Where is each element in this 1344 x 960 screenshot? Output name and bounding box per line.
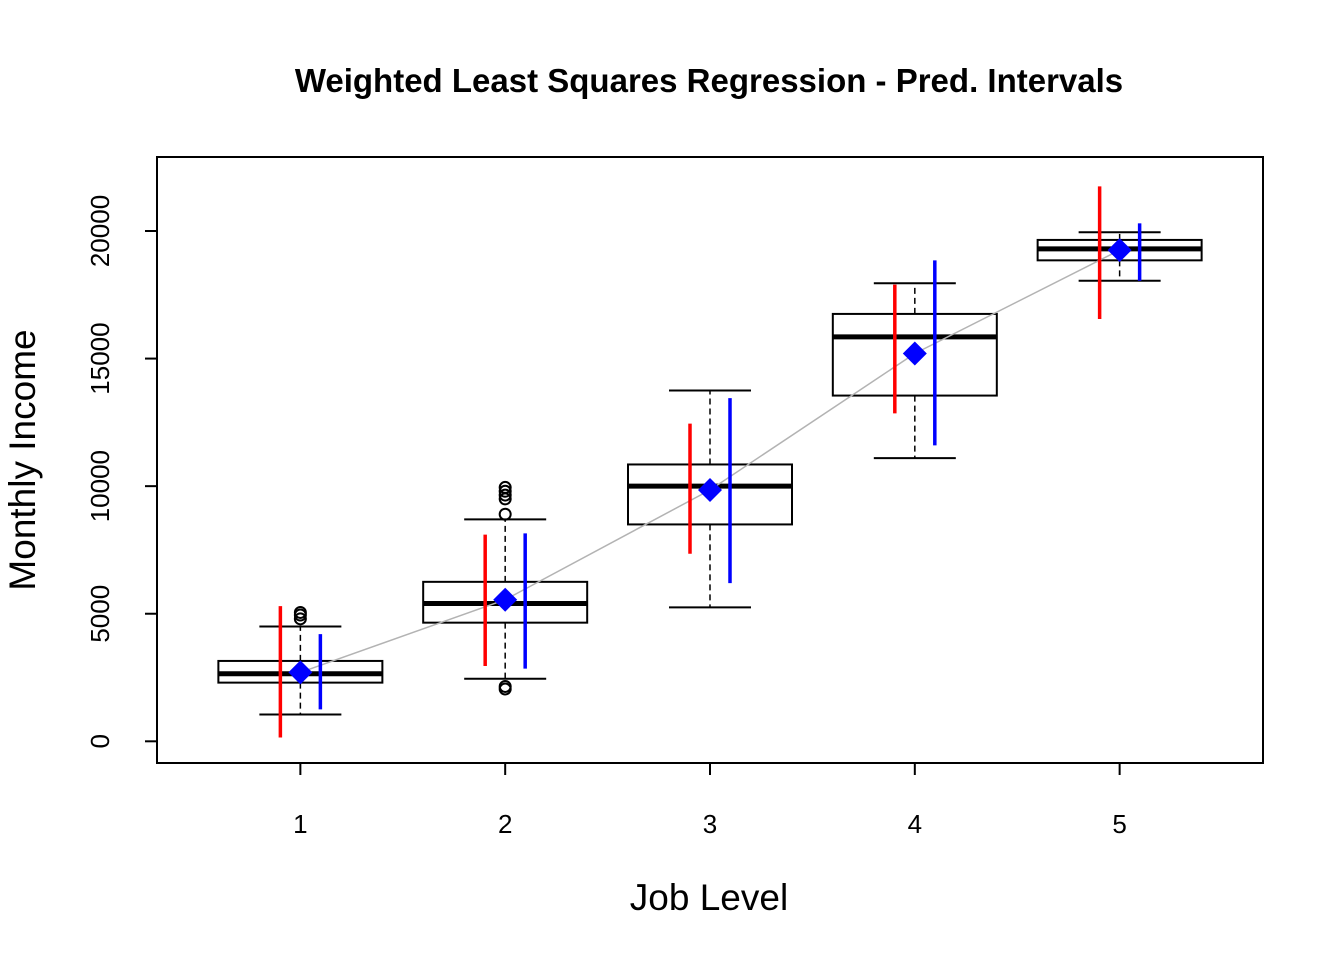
outlier-point: [498, 488, 512, 502]
y-tick-label: 5000: [85, 585, 115, 643]
outlier-point: [498, 480, 512, 494]
fitted-point: [698, 477, 722, 502]
fitted-point: [288, 660, 313, 685]
fitted-point: [493, 587, 518, 612]
fitted-point: [1107, 238, 1132, 263]
x-tick-label: 2: [498, 809, 512, 839]
y-tick-label: 15000: [85, 322, 115, 394]
x-tick-label: 3: [703, 809, 717, 839]
box-iqr: [831, 312, 998, 397]
y-axis-label: Monthly Income: [2, 329, 43, 590]
y-tick-label: 20000: [85, 195, 115, 267]
x-tick-label: 5: [1112, 809, 1126, 839]
x-tick-label: 4: [908, 809, 922, 839]
box-iqr: [627, 463, 793, 526]
outlier-point: [498, 679, 512, 693]
y-tick-label: 10000: [85, 450, 115, 522]
x-axis-label: Job Level: [630, 877, 788, 918]
axes: 1 2 3 4 5 0 5000 10000 15000 20000: [85, 195, 1127, 839]
fitted-point: [902, 341, 927, 366]
outlier-point: [293, 605, 307, 619]
y-tick-label: 0: [85, 734, 115, 748]
chart-title: Weighted Least Squares Regression - Pred…: [295, 62, 1123, 99]
plot-area: [217, 186, 1203, 738]
outlier-point: [498, 507, 512, 521]
outlier-point: [498, 484, 512, 498]
outlier-point: [293, 612, 307, 626]
x-tick-label: 1: [293, 809, 307, 839]
